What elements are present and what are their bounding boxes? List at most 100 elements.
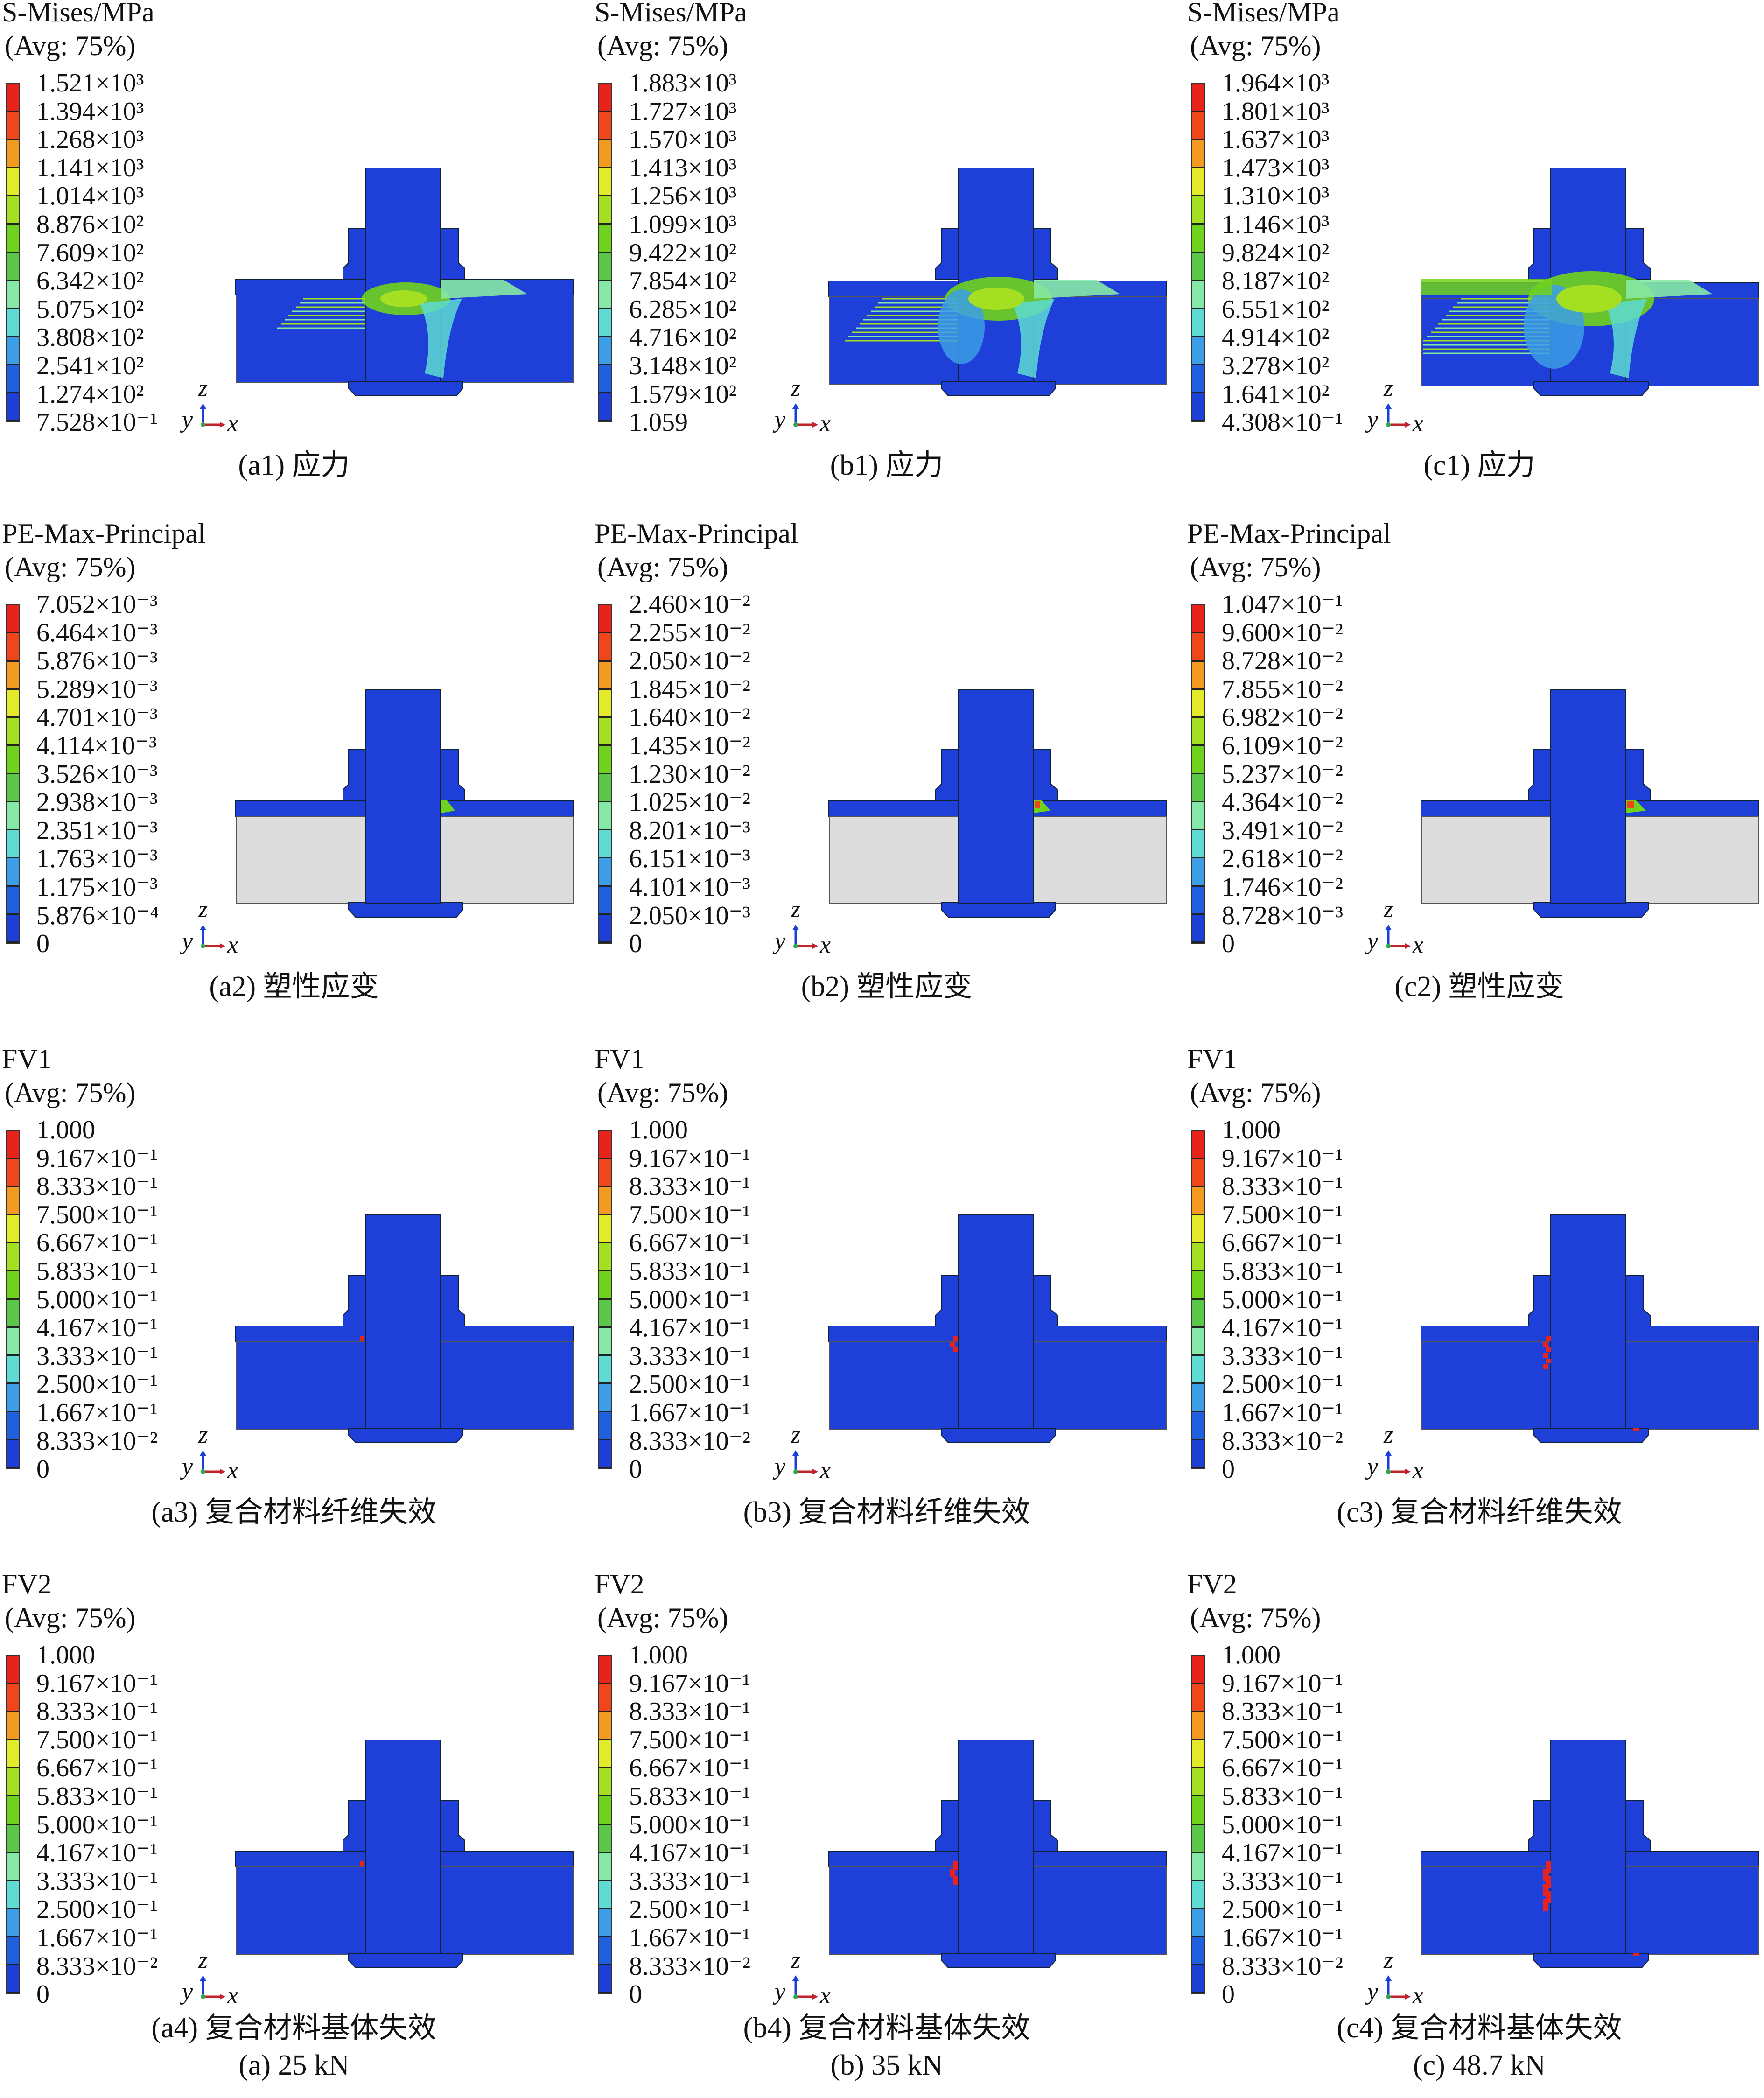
legend-band <box>7 886 19 915</box>
legend-label: 7.052×10⁻³ <box>36 590 158 619</box>
contour-panel: FV1 (Avg: 75%) 1.000 9.167×10⁻¹ 8.333×10⁻¹ 7.… <box>1185 1044 1764 1565</box>
failure-element <box>1633 1428 1639 1431</box>
legend-band <box>599 1965 611 1993</box>
y-axis-dot <box>793 1469 798 1474</box>
color-legend-bar <box>598 1130 612 1469</box>
legend-label: 6.667×10⁻¹ <box>1222 1228 1343 1258</box>
legend-band <box>7 1909 19 1937</box>
legend-label: 5.000×10⁻¹ <box>36 1810 158 1839</box>
legend-label: 1.667×10⁻¹ <box>1222 1923 1343 1952</box>
contour-panel: PE-Max-Principal (Avg: 75%) 2.460×10⁻² 2.25… <box>593 518 1181 1039</box>
legend-band <box>1192 858 1204 887</box>
legend-label: 5.876×10⁻³ <box>36 646 158 676</box>
axis-label-x: x <box>227 932 238 958</box>
bolt-head <box>348 381 463 396</box>
legend-title: FV1 <box>595 1044 644 1074</box>
axis-label-z: z <box>1384 1422 1393 1448</box>
legend-label: 7.500×10⁻¹ <box>1222 1725 1343 1754</box>
contour-panel: FV1 (Avg: 75%) 1.000 9.167×10⁻¹ 8.333×10⁻¹ 7.… <box>593 1044 1181 1565</box>
legend-band <box>7 1215 19 1243</box>
legend-band <box>7 718 19 746</box>
bolt-head <box>941 1953 1056 1968</box>
fe-model <box>1421 168 1759 396</box>
legend-label: 8.333×10⁻² <box>36 1426 158 1456</box>
legend-label: 6.667×10⁻¹ <box>36 1754 158 1783</box>
legend-band <box>1192 168 1204 196</box>
legend-band <box>599 1243 611 1272</box>
legend-label: 8.333×10⁻¹ <box>36 1172 158 1201</box>
legend-band <box>7 196 19 225</box>
legend-band <box>1192 84 1204 112</box>
legend-label: 2.500×10⁻¹ <box>1222 1895 1343 1924</box>
stress-band-plate <box>441 280 527 299</box>
axis-label-x: x <box>820 1457 831 1484</box>
stress-band <box>420 299 462 378</box>
legend-band <box>1192 281 1204 309</box>
stress-band <box>1013 299 1055 378</box>
legend-band <box>599 84 611 112</box>
axis-label-x: x <box>1413 1982 1424 2009</box>
legend-label: 4.114×10⁻³ <box>36 731 157 760</box>
color-legend-bar <box>1191 1130 1205 1469</box>
legend-band <box>1192 1440 1204 1468</box>
legend-label: 4.308×10⁻¹ <box>1222 408 1343 437</box>
legend-label: 5.833×10⁻¹ <box>36 1257 158 1286</box>
legend-label: 2.938×10⁻³ <box>36 788 158 817</box>
legend-label: 5.833×10⁻¹ <box>36 1782 158 1811</box>
stress-zone <box>938 289 985 364</box>
legend-label: 1.000 <box>36 1641 95 1670</box>
bolt-head <box>348 1953 463 1968</box>
legend-label: 1.059 <box>629 408 688 437</box>
bolt-shank <box>958 689 1034 904</box>
y-axis-dot <box>793 422 798 427</box>
legend-title: S-Mises/MPa <box>595 0 747 28</box>
legend-band <box>7 1271 19 1300</box>
x-arrowhead <box>1405 1469 1411 1474</box>
legend-label: 4.167×10⁻¹ <box>36 1838 158 1868</box>
axis-label-z: z <box>198 1947 208 1973</box>
legend-averaging: (Avg: 75%) <box>597 552 728 582</box>
y-axis-dot <box>793 944 798 948</box>
legend-band <box>1192 746 1204 774</box>
z-arrowhead <box>792 1450 799 1456</box>
legend-band <box>1192 112 1204 140</box>
legend-averaging: (Avg: 75%) <box>5 30 136 61</box>
color-legend-bar <box>6 1130 20 1469</box>
axis-label-z: z <box>198 896 208 923</box>
legend-band <box>7 1712 19 1740</box>
y-axis-dot <box>1386 422 1391 427</box>
legend-title: PE-Max-Principal <box>1187 518 1391 549</box>
legend-band <box>599 1187 611 1215</box>
fe-model <box>828 689 1167 918</box>
contour-panel: S-Mises/MPa (Avg: 75%) 1.964×10³ 1.801×10³ 1… <box>1185 0 1764 518</box>
axis-label-y: y <box>182 1453 193 1480</box>
legend-band <box>599 1356 611 1384</box>
legend-label: 2.255×10⁻² <box>629 618 750 647</box>
legend-label: 8.201×10⁻³ <box>629 816 750 845</box>
legend-band <box>7 1881 19 1909</box>
legend-label: 1.473×10³ <box>1222 153 1330 182</box>
axis-label-z: z <box>198 375 208 401</box>
legend-label: 7.854×10² <box>629 267 737 296</box>
legend-label: 9.422×10² <box>629 238 737 267</box>
bolt-head <box>1533 1428 1649 1443</box>
legend-label: 1.801×10³ <box>1222 97 1330 126</box>
legend-band <box>7 1131 19 1159</box>
color-legend-bar <box>598 604 612 944</box>
axis-label-y: y <box>182 1979 193 2005</box>
bolt-head <box>1533 902 1649 918</box>
legend-band <box>1192 718 1204 746</box>
legend-label: 9.824×10² <box>1222 238 1330 267</box>
legend-band <box>7 1243 19 1272</box>
legend-label: 2.500×10⁻¹ <box>629 1370 750 1399</box>
fe-model <box>235 1214 574 1443</box>
legend-label: 7.855×10⁻² <box>1222 674 1343 704</box>
axis-label-z: z <box>198 1422 208 1448</box>
axis-label-y: y <box>1367 407 1379 433</box>
stress-peak <box>1556 285 1622 313</box>
legend-label: 1.640×10⁻² <box>629 703 750 732</box>
failure-element <box>1546 1359 1551 1363</box>
legend-label: 5.000×10⁻¹ <box>1222 1285 1343 1314</box>
